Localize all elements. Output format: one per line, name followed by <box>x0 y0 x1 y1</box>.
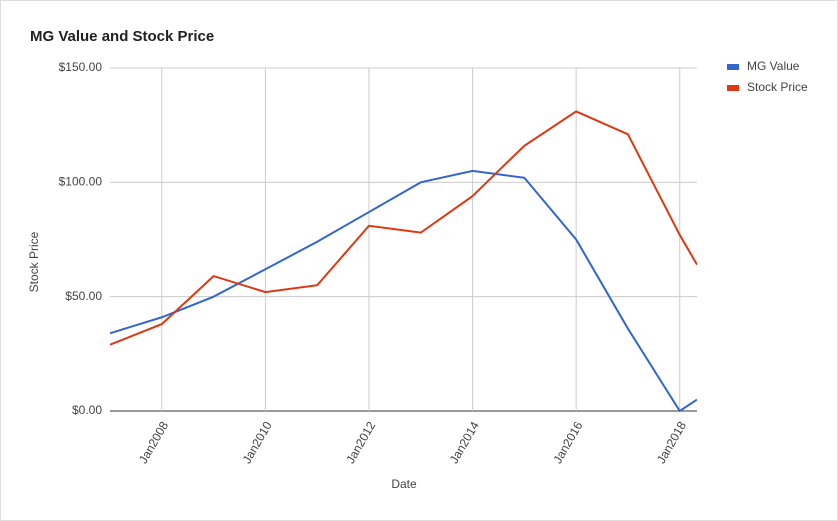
y-tick-label: $150.00 <box>59 60 103 74</box>
plot-lines <box>110 110 697 413</box>
x-axis-label: Date <box>391 477 417 491</box>
legend-swatch <box>727 64 739 70</box>
chart-title: MG Value and Stock Price <box>30 28 214 45</box>
legend-swatch <box>727 85 739 91</box>
y-axis-label: Stock Price <box>27 231 41 292</box>
series-line <box>110 110 697 346</box>
series-line <box>110 169 697 413</box>
y-tick-label: $0.00 <box>72 403 102 417</box>
y-tick-label: $100.00 <box>59 175 103 189</box>
legend-label: Stock Price <box>747 80 808 94</box>
y-tick-label: $50.00 <box>65 289 102 303</box>
legend-label: MG Value <box>747 59 800 73</box>
